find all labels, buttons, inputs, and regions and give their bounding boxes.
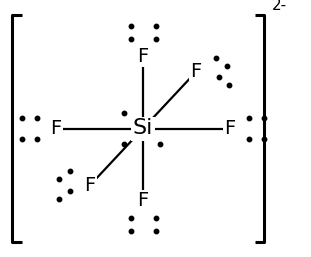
Text: F: F [225, 119, 236, 138]
Text: F: F [85, 176, 96, 195]
Text: F: F [50, 119, 62, 138]
Text: F: F [137, 47, 149, 66]
Text: F: F [137, 191, 149, 210]
Text: Si: Si [133, 118, 153, 139]
Text: F: F [190, 62, 202, 81]
Text: 2-: 2- [272, 0, 287, 13]
